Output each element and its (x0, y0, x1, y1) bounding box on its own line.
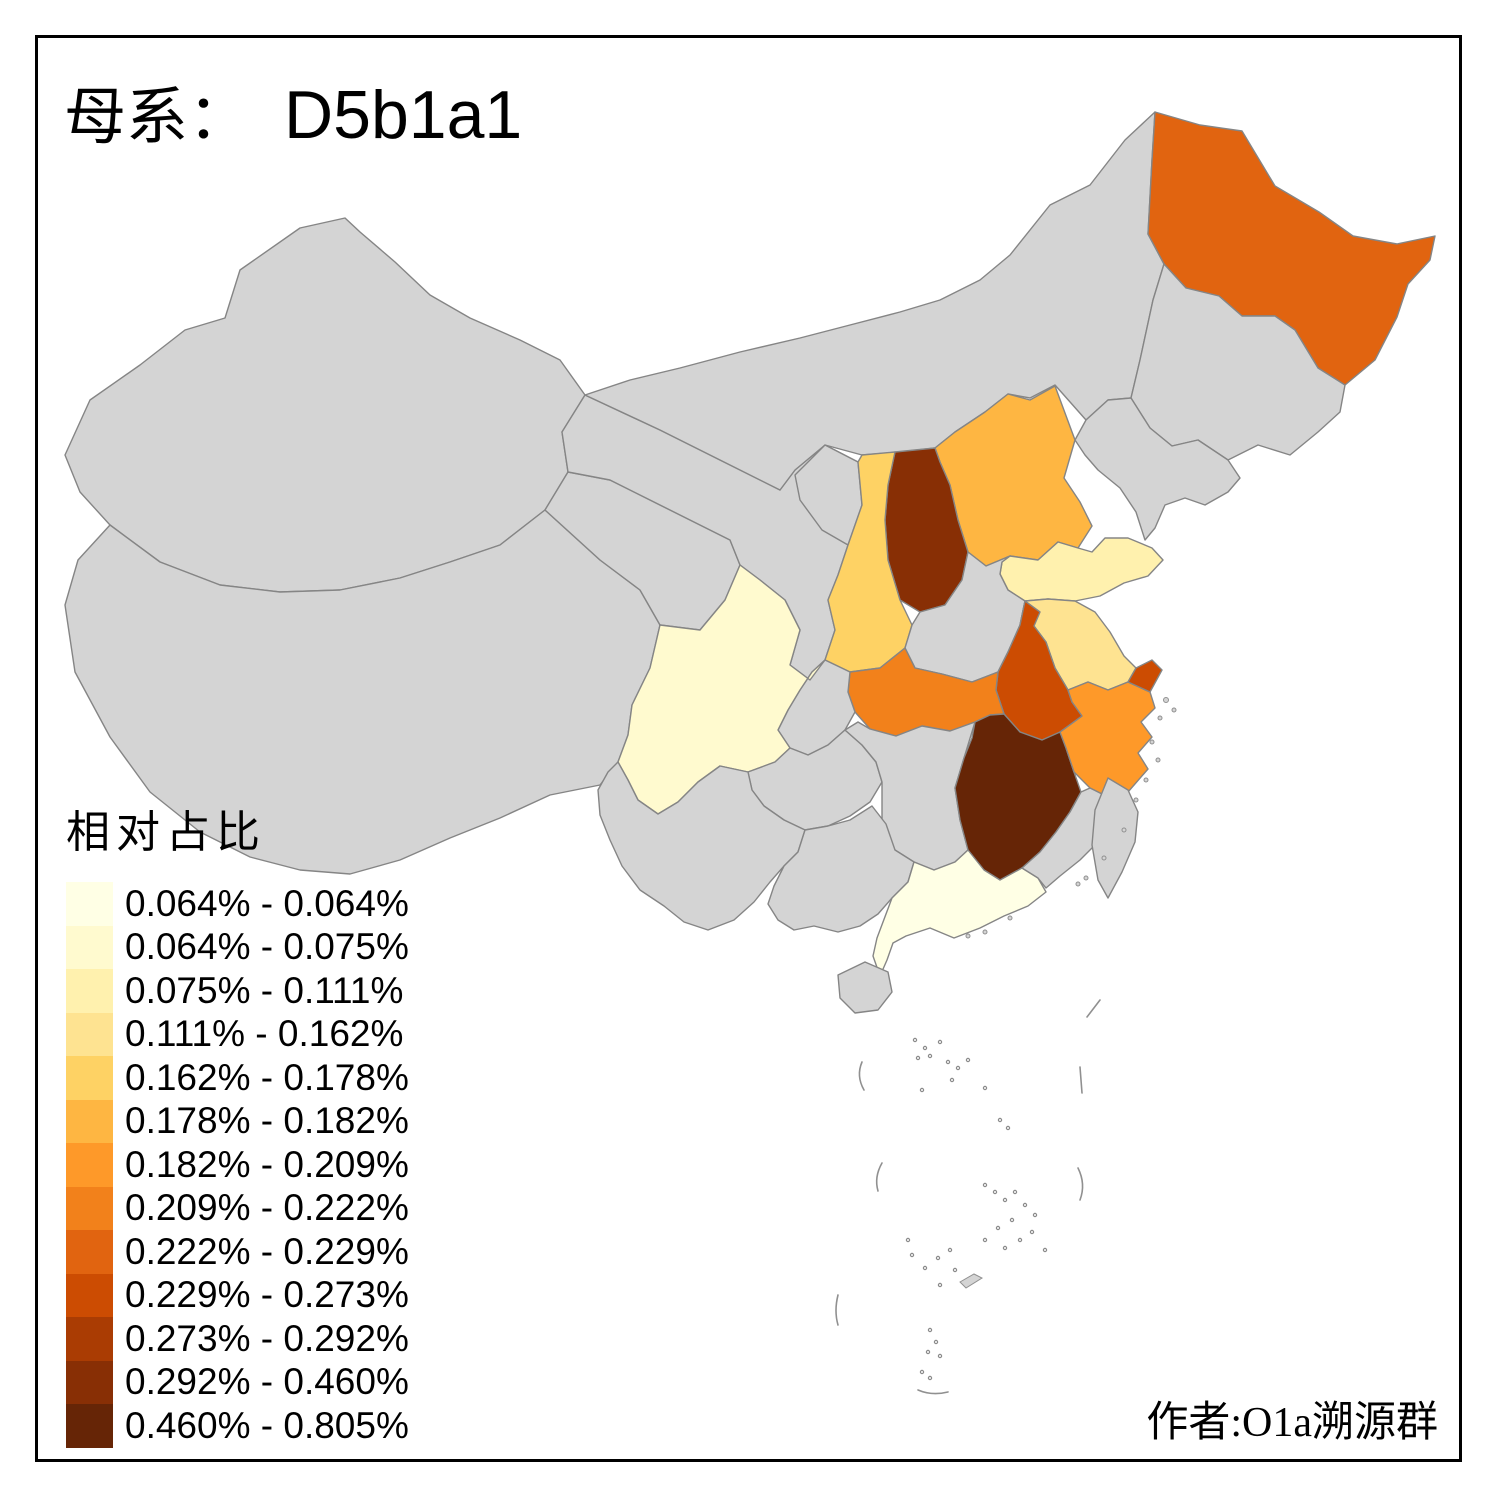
legend-row: 0.222% - 0.229% (66, 1230, 409, 1274)
legend-row: 0.229% - 0.273% (66, 1273, 409, 1317)
legend-row: 0.111% - 0.162% (66, 1012, 409, 1056)
map-title: 母系： D5b1a1 (64, 66, 522, 156)
province-inner-mongolia (584, 111, 1165, 491)
legend-swatch (66, 1404, 113, 1448)
province-guangdong (872, 849, 1047, 977)
legend-range-label: 0.075% - 0.111% (125, 969, 404, 1011)
title-prefix: 母系： (64, 84, 251, 152)
legend-range-label: 0.178% - 0.182% (125, 1100, 409, 1142)
legend-swatch (66, 1012, 113, 1056)
attribution: 作者:O1a溯源群 (1146, 1400, 1438, 1446)
south-china-sea-islands (835, 999, 1101, 1395)
legend-range-label: 0.064% - 0.075% (125, 926, 409, 968)
legend: 相对占比 0.064% - 0.064% 0.064% - 0.075% 0.075… (66, 796, 409, 1448)
legend-row: 0.178% - 0.182% (66, 1099, 409, 1143)
legend-swatch (66, 882, 113, 926)
legend-title: 相对占比 (66, 808, 266, 857)
legend-swatch (66, 1056, 113, 1100)
legend-swatch (66, 1273, 113, 1317)
province-taiwan (1091, 777, 1139, 899)
legend-range-label: 0.162% - 0.178% (125, 1056, 409, 1098)
legend-swatch (66, 1143, 113, 1187)
legend-range-label: 0.182% - 0.209% (125, 1143, 409, 1185)
province-hainan (837, 961, 893, 1014)
legend-row: 0.209% - 0.222% (66, 1186, 409, 1230)
plot-frame (35, 35, 1462, 1462)
legend-range-label: 0.064% - 0.064% (125, 882, 409, 924)
legend-row: 0.064% - 0.075% (66, 925, 409, 969)
title-haplogroup: D5b1a1 (284, 77, 523, 153)
legend-swatch (66, 1099, 113, 1143)
legend-range-label: 0.222% - 0.229% (125, 1230, 409, 1272)
legend-swatch (66, 969, 113, 1013)
legend-row: 0.075% - 0.111% (66, 969, 409, 1013)
legend-range-label: 0.209% - 0.222% (125, 1187, 409, 1229)
legend-range-label: 0.460% - 0.805% (125, 1404, 409, 1446)
legend-swatch (66, 1360, 113, 1404)
legend-range-label: 0.111% - 0.162% (125, 1013, 404, 1055)
legend-row: 0.273% - 0.292% (66, 1317, 409, 1361)
province-liaoning (1074, 397, 1241, 541)
coastal-islets (965, 697, 1177, 939)
legend-swatch (66, 1317, 113, 1361)
legend-row: 0.460% - 0.805% (66, 1404, 409, 1448)
legend-row: 0.292% - 0.460% (66, 1360, 409, 1404)
legend-row: 0.162% - 0.178% (66, 1056, 409, 1100)
legend-swatch (66, 925, 113, 969)
legend-swatch (66, 1230, 113, 1274)
legend-row: 0.182% - 0.209% (66, 1143, 409, 1187)
province-shanghai (1127, 659, 1163, 693)
legend-range-label: 0.292% - 0.460% (125, 1361, 409, 1403)
province-shapes (64, 111, 1436, 1014)
legend-row: 0.064% - 0.064% (66, 882, 409, 926)
legend-swatch (66, 1186, 113, 1230)
legend-range-label: 0.229% - 0.273% (125, 1274, 409, 1316)
legend-rows: 0.064% - 0.064% 0.064% - 0.075% 0.075% - 0… (66, 882, 409, 1448)
legend-range-label: 0.273% - 0.292% (125, 1317, 409, 1359)
province-xinjiang (64, 217, 586, 593)
